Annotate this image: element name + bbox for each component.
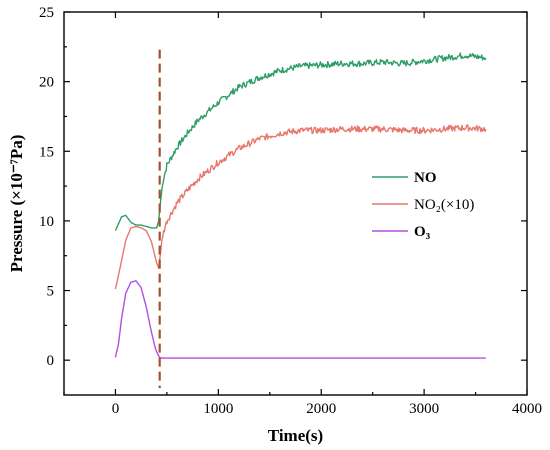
y-tick-label: 15 bbox=[39, 144, 54, 160]
series-layer bbox=[114, 52, 487, 359]
x-tick-label: 4000 bbox=[512, 401, 542, 417]
y-tick-label: 0 bbox=[47, 353, 55, 369]
legend: NO NO₂(×10) O₃ bbox=[372, 170, 474, 240]
x-tick-label: 1000 bbox=[203, 401, 233, 417]
x-axis-title: Time(s) bbox=[268, 426, 323, 445]
series-line-no bbox=[114, 52, 487, 231]
legend-label: O₃ bbox=[414, 224, 431, 240]
y-tick-label: 5 bbox=[47, 284, 55, 300]
y-tick-label: 20 bbox=[39, 75, 54, 91]
series-line-no2-10- bbox=[114, 124, 487, 290]
x-tick-label: 0 bbox=[112, 401, 120, 417]
plot-frame bbox=[63, 11, 528, 396]
x-axis-ticks: 0 1000 2000 3000 4000 bbox=[63, 12, 542, 417]
legend-label: NO₂(×10) bbox=[414, 197, 474, 213]
y-axis-title: Pressure (×10⁻⁷Pa) bbox=[7, 135, 26, 273]
y-axis-ticks: 0 5 10 15 20 25 bbox=[39, 5, 527, 369]
y-tick-label: 10 bbox=[39, 214, 54, 230]
y-tick-label: 25 bbox=[39, 5, 54, 21]
series-line-o3 bbox=[114, 280, 486, 359]
x-tick-label: 3000 bbox=[409, 401, 439, 417]
legend-label: NO bbox=[414, 170, 437, 186]
x-tick-label: 2000 bbox=[306, 401, 336, 417]
axes bbox=[63, 11, 528, 396]
